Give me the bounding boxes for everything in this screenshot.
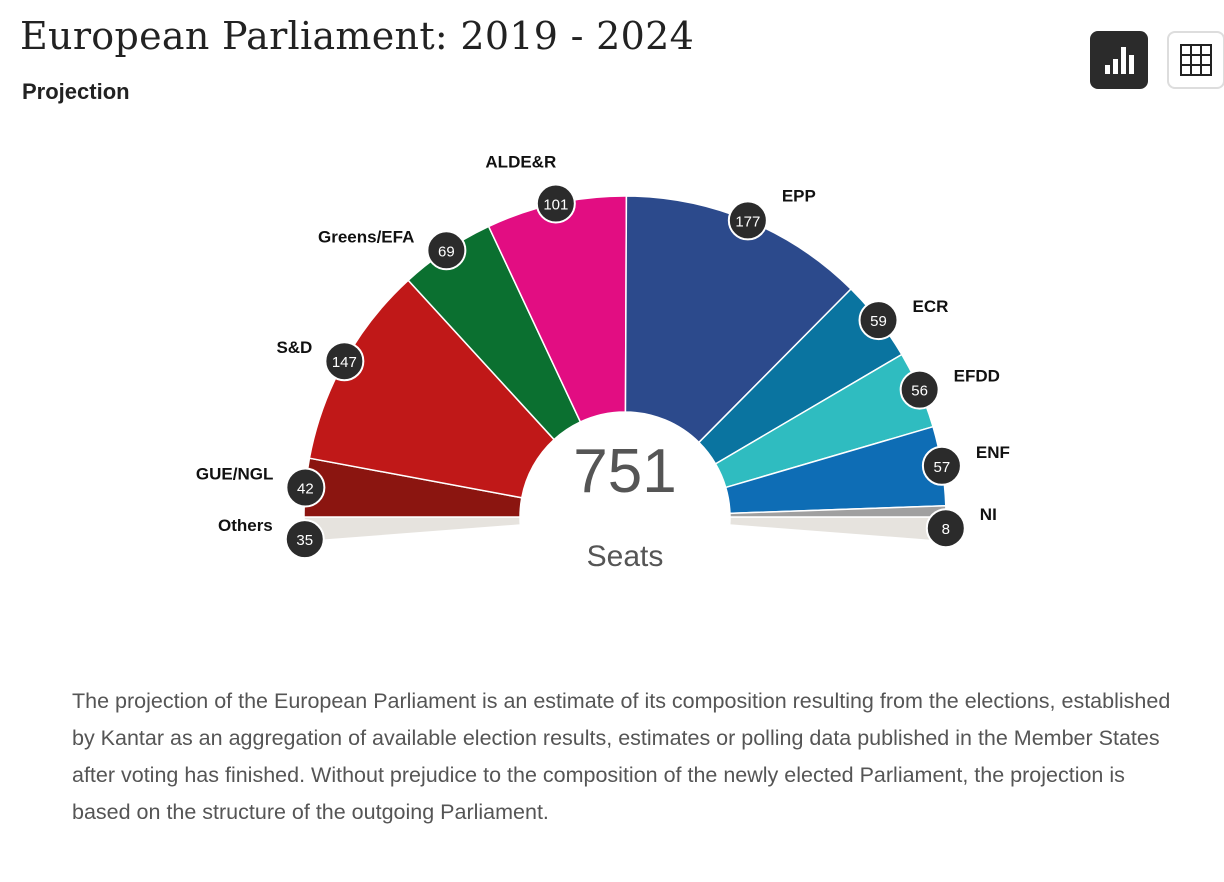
party-label: S&D <box>276 338 312 357</box>
seat-value: 59 <box>870 313 887 330</box>
page-title: European Parliament: 2019 - 2024 <box>20 14 695 58</box>
seat-badge: 69 <box>426 230 467 271</box>
bar-chart-icon <box>1105 47 1134 74</box>
seat-value: 177 <box>735 213 760 230</box>
party-label: NI <box>980 505 997 524</box>
party-label: GUE/NGL <box>196 464 273 483</box>
seat-badge: 177 <box>727 200 768 241</box>
parliament-chart: Others 35 GUE/NGL 42 S&D 147 Greens/EFA 69 ALDE&… <box>196 153 1010 573</box>
party-label: EFDD <box>954 367 1000 386</box>
seat-badge: 8 <box>925 508 966 549</box>
seat-badge: 147 <box>324 341 365 382</box>
party-label: ENF <box>976 443 1010 462</box>
party-label: EPP <box>782 186 816 205</box>
total-seats: 751 <box>573 437 676 506</box>
seat-value: 57 <box>934 459 951 476</box>
party-label: ECR <box>913 297 949 316</box>
slice-others[interactable] <box>728 516 947 543</box>
party-label: Greens/EFA <box>318 227 414 246</box>
seat-badge: 42 <box>285 467 326 508</box>
slice-epp[interactable] <box>624 195 853 444</box>
seat-value: 147 <box>332 354 357 371</box>
description-text: The projection of the European Parliamen… <box>72 689 1171 824</box>
seat-badge: 35 <box>284 519 325 560</box>
seat-value: 101 <box>543 197 568 214</box>
seat-badge: 59 <box>858 300 899 341</box>
seat-value: 42 <box>297 480 314 497</box>
party-label: ALDE&R <box>485 153 556 172</box>
seat-value: 35 <box>296 532 313 549</box>
seat-badge: 101 <box>535 183 576 224</box>
seat-value: 69 <box>438 243 455 260</box>
seat-value: 8 <box>942 521 950 538</box>
table-view-button[interactable] <box>1167 31 1224 89</box>
page-subtitle: Projection <box>22 79 130 104</box>
grid-table-icon <box>1180 44 1212 76</box>
party-label: Others <box>218 516 273 535</box>
chart-view-button[interactable] <box>1090 31 1148 89</box>
seat-badge: 56 <box>899 369 940 410</box>
seat-badge: 57 <box>921 445 962 486</box>
slice-s-d[interactable] <box>308 279 556 499</box>
total-seats-label: Seats <box>587 540 664 573</box>
seat-value: 56 <box>911 383 928 400</box>
slice-others[interactable] <box>303 516 522 543</box>
